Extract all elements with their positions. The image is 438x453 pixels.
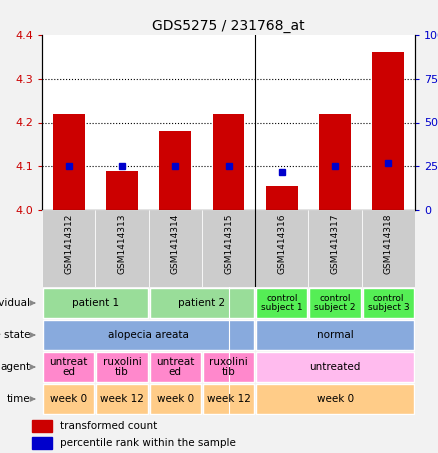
Text: GSM1414312: GSM1414312 bbox=[64, 214, 73, 274]
Text: untreated: untreated bbox=[309, 362, 361, 372]
Bar bbox=[372, 53, 404, 210]
Bar bbox=[150, 352, 201, 382]
Text: control
subject 1: control subject 1 bbox=[261, 294, 303, 313]
Bar bbox=[256, 288, 307, 318]
Text: ruxolini
tib: ruxolini tib bbox=[102, 357, 141, 377]
Bar bbox=[96, 384, 148, 414]
Bar bbox=[150, 384, 201, 414]
Text: week 0: week 0 bbox=[317, 394, 353, 404]
Bar bbox=[95, 210, 148, 287]
Bar bbox=[148, 210, 202, 287]
Bar bbox=[43, 384, 94, 414]
Text: percentile rank within the sample: percentile rank within the sample bbox=[60, 438, 236, 448]
Text: week 0: week 0 bbox=[157, 394, 194, 404]
Bar bbox=[308, 210, 362, 287]
Text: disease state: disease state bbox=[0, 330, 30, 340]
Bar bbox=[32, 437, 52, 449]
Text: week 12: week 12 bbox=[100, 394, 144, 404]
Text: GSM1414313: GSM1414313 bbox=[117, 214, 127, 275]
Text: time: time bbox=[7, 394, 30, 404]
Bar bbox=[53, 114, 85, 210]
Text: control
subject 2: control subject 2 bbox=[314, 294, 356, 313]
Text: normal: normal bbox=[317, 330, 353, 340]
Text: week 12: week 12 bbox=[207, 394, 251, 404]
Bar bbox=[106, 171, 138, 210]
Text: GSM1414317: GSM1414317 bbox=[331, 214, 339, 275]
Text: transformed count: transformed count bbox=[60, 421, 157, 431]
Text: GSM1414315: GSM1414315 bbox=[224, 214, 233, 275]
Text: patient 1: patient 1 bbox=[72, 298, 119, 308]
Text: patient 2: patient 2 bbox=[178, 298, 226, 308]
Title: GDS5275 / 231768_at: GDS5275 / 231768_at bbox=[152, 19, 305, 33]
Bar bbox=[150, 288, 254, 318]
Bar bbox=[32, 420, 52, 432]
Text: untreat
ed: untreat ed bbox=[49, 357, 88, 377]
Bar bbox=[212, 114, 244, 210]
Bar bbox=[43, 288, 148, 318]
Text: individual: individual bbox=[0, 298, 30, 308]
Text: week 0: week 0 bbox=[50, 394, 87, 404]
Bar bbox=[96, 352, 148, 382]
Bar bbox=[256, 320, 414, 350]
Bar bbox=[255, 210, 308, 287]
Text: alopecia areata: alopecia areata bbox=[108, 330, 189, 340]
Bar bbox=[43, 320, 254, 350]
Bar bbox=[310, 288, 360, 318]
Bar bbox=[203, 352, 254, 382]
Text: GSM1414314: GSM1414314 bbox=[171, 214, 180, 274]
Text: GSM1414316: GSM1414316 bbox=[277, 214, 286, 275]
Bar bbox=[266, 186, 298, 210]
Bar bbox=[362, 210, 415, 287]
Bar bbox=[256, 352, 414, 382]
Bar bbox=[319, 114, 351, 210]
Text: control
subject 3: control subject 3 bbox=[367, 294, 409, 313]
Bar bbox=[159, 131, 191, 210]
Text: GSM1414318: GSM1414318 bbox=[384, 214, 393, 275]
Bar bbox=[43, 352, 94, 382]
Bar bbox=[202, 210, 255, 287]
Bar bbox=[256, 384, 414, 414]
Text: agent: agent bbox=[0, 362, 30, 372]
Text: untreat
ed: untreat ed bbox=[156, 357, 194, 377]
Bar bbox=[363, 288, 414, 318]
Text: ruxolini
tib: ruxolini tib bbox=[209, 357, 248, 377]
Bar bbox=[203, 384, 254, 414]
Bar bbox=[42, 210, 95, 287]
